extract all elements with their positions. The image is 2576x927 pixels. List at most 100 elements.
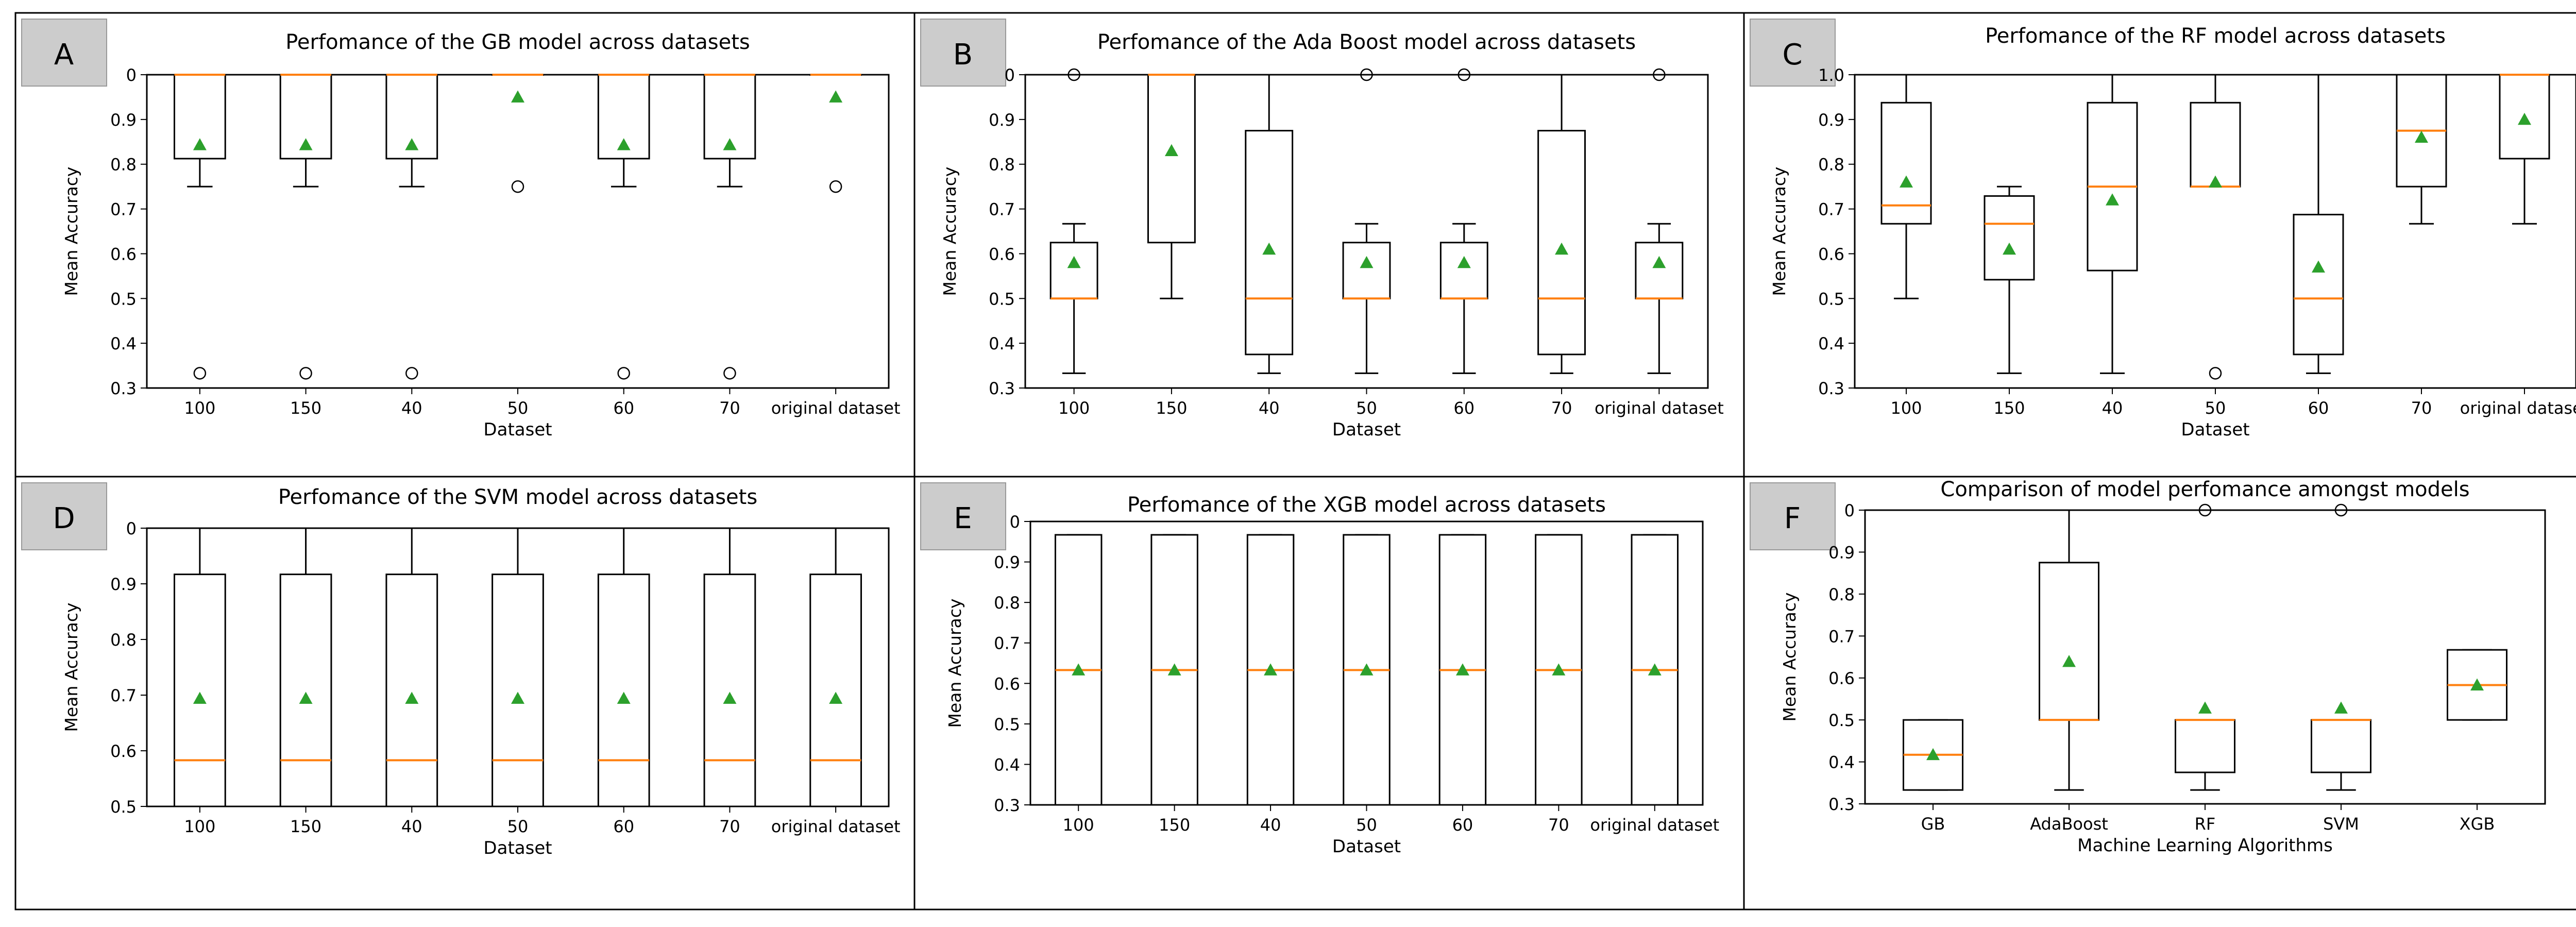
y-tick-label: 0.8	[110, 630, 137, 650]
box-150	[1984, 186, 2035, 374]
x-axis-label: Dataset	[1332, 419, 1401, 440]
mean-marker	[2106, 193, 2119, 206]
x-axis-label: Dataset	[483, 838, 552, 858]
y-tick-label: 0.3	[1818, 379, 1844, 398]
y-tick-label: 0.7	[994, 634, 1020, 653]
x-tick-label: original dataset	[771, 398, 901, 418]
mean-marker	[1360, 256, 1374, 268]
box-body	[1245, 130, 1294, 356]
x-tick-label: SVM	[2323, 814, 2359, 834]
y-tick-label: 0.7	[110, 200, 137, 220]
y-tick-label: 0.6	[110, 244, 137, 264]
box-body	[173, 574, 226, 807]
x-tick-label: 150	[290, 398, 321, 418]
x-tick-label: 60	[1452, 815, 1473, 835]
outlier-marker	[1653, 68, 1666, 81]
chart-title: Perfomance of the GB model across datase…	[285, 30, 750, 54]
box-100	[1880, 74, 1932, 299]
y-tick-label: 0	[126, 65, 137, 85]
outlier-marker	[2209, 367, 2222, 380]
panel-label: A	[54, 38, 74, 72]
y-tick-label: 1.0	[1818, 65, 1844, 85]
box-50	[1343, 534, 1391, 806]
y-tick-label: 0	[1005, 65, 1015, 85]
y-tick-label: 0.8	[989, 155, 1015, 175]
box-body	[1635, 242, 1684, 299]
x-tick-label: 40	[401, 398, 422, 418]
outlier-marker	[2198, 503, 2212, 517]
y-tick-label: 0	[1844, 501, 1855, 520]
x-tick-label: 50	[1356, 398, 1377, 418]
x-axis-label: Dataset	[483, 419, 552, 440]
box-40	[385, 527, 438, 807]
outlier-marker	[1067, 68, 1080, 81]
mean-marker	[193, 692, 207, 704]
outlier-marker	[299, 367, 312, 380]
y-tick-label: 0.6	[1828, 669, 1855, 688]
mean-marker	[1264, 663, 1278, 676]
y-tick-label: 0.9	[1828, 543, 1855, 562]
box-150	[1147, 74, 1196, 299]
mean-marker	[829, 90, 843, 103]
mean-marker	[511, 692, 524, 704]
box-original-dataset	[809, 527, 862, 807]
box-150	[279, 74, 332, 380]
x-tick-label: 150	[1993, 398, 2025, 418]
y-tick-label: 0.8	[1818, 155, 1844, 175]
mean-marker	[1555, 242, 1569, 255]
x-axis-label: Machine Learning Algorithms	[2077, 835, 2333, 856]
x-tick-label: 40	[401, 817, 422, 836]
x-axis-label: Dataset	[2181, 419, 2249, 440]
outlier-marker	[1458, 68, 1471, 81]
chart-panel-f: F Comparison of model perfomance amongst …	[1750, 478, 2546, 856]
box-50	[492, 527, 544, 807]
box-70	[2396, 74, 2447, 225]
x-tick-label: 100	[1890, 398, 1922, 418]
y-tick-label: 0.5	[110, 797, 137, 817]
box-100	[1049, 68, 1098, 374]
box-150	[279, 527, 332, 807]
mean-marker	[2198, 701, 2212, 714]
box-40	[385, 74, 438, 380]
y-tick-label: 0.8	[994, 593, 1020, 613]
y-tick-label: 0.4	[989, 334, 1015, 353]
x-tick-label: 100	[1058, 398, 1090, 418]
box-body	[1984, 195, 2035, 281]
chart-title: Comparison of model perfomance amongst m…	[1940, 478, 2469, 501]
mean-marker	[1262, 242, 1276, 255]
y-tick-label: 0.3	[989, 379, 1015, 398]
panel-label-badge	[21, 482, 107, 550]
x-tick-label: 40	[2102, 398, 2123, 418]
box-body	[1537, 130, 1586, 356]
box-original-dataset	[1635, 68, 1684, 374]
box-body	[2175, 719, 2235, 773]
box-body	[703, 574, 756, 807]
box-body	[2293, 213, 2344, 356]
x-tick-label: XGB	[2460, 814, 2495, 834]
panel-label-badge	[920, 19, 1006, 87]
mean-marker	[2334, 701, 2348, 714]
box-60	[597, 527, 650, 807]
box-body	[1880, 102, 1932, 225]
mean-marker	[193, 138, 207, 150]
y-axis-label: Mean Accuracy	[1769, 166, 1789, 296]
box-40	[2087, 74, 2138, 374]
x-tick-label: 60	[1453, 398, 1475, 418]
box-body	[385, 574, 438, 807]
y-tick-label: 0.4	[1828, 753, 1855, 772]
mean-marker	[1164, 144, 1178, 157]
y-axis-label: Mean Accuracy	[940, 166, 960, 296]
mean-marker	[1455, 663, 1469, 676]
x-tick-label: 50	[507, 817, 529, 836]
y-tick-label: 0.6	[1818, 244, 1844, 264]
y-tick-label: 0.4	[110, 334, 137, 353]
box-60	[597, 74, 650, 380]
mean-marker	[405, 692, 419, 704]
mean-marker	[2470, 678, 2484, 690]
box-body	[1342, 242, 1391, 299]
box-body	[1049, 242, 1098, 299]
x-tick-label: 150	[290, 817, 321, 836]
y-tick-label: 0.5	[1828, 711, 1855, 730]
x-tick-label: original dataset	[1595, 398, 1724, 418]
outlier-marker	[193, 367, 207, 380]
